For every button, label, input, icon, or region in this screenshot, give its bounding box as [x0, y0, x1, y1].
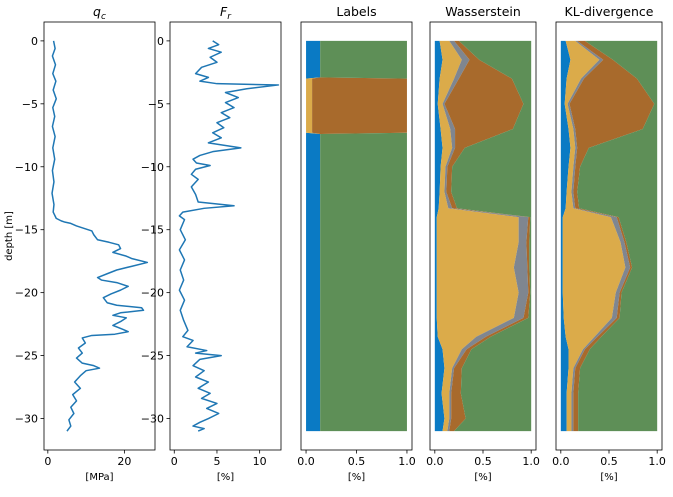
stack-band-brown: [444, 40, 531, 432]
x-axis-label: [%]: [474, 472, 491, 483]
stack-band-gold: [562, 40, 626, 432]
y-tick-label: −5: [148, 98, 164, 111]
stack-band-green: [320, 40, 407, 432]
y-tick-label: −30: [15, 413, 38, 426]
stack-band-brown: [569, 40, 655, 432]
stack-band-blue: [560, 40, 571, 432]
x-tick-label: 10: [253, 455, 267, 468]
panel-0: 0 20 0 −5 −10 −15 −20 −25 −30 qc [MPa] depth [m]: [4, 4, 156, 483]
plot-area: [306, 40, 407, 432]
x-tick-label: 0.5: [600, 455, 618, 468]
panel-2: 0.0 0.5 1.0 Labels [%]: [297, 4, 415, 483]
y-tick-label: −20: [15, 287, 38, 300]
stack-band-gold: [436, 40, 519, 432]
stack-band-blue: [434, 40, 445, 432]
x-tick-label: 0.0: [297, 455, 315, 468]
x-tick-label: 5: [213, 455, 220, 468]
stack-band-gold: [306, 40, 321, 432]
plot-area: [560, 40, 658, 432]
x-tick-label: 0.0: [552, 455, 570, 468]
plot-area: [178, 40, 280, 432]
x-axis-label: [MPa]: [85, 472, 113, 483]
panel-title: qc: [93, 4, 106, 22]
panel-title: Fr: [220, 4, 232, 22]
y-tick-label: −10: [141, 161, 164, 174]
x-tick-label: 0.5: [348, 455, 366, 468]
y-tick-label: −15: [15, 224, 38, 237]
y-tick-label: 0: [157, 35, 164, 48]
stack-band-green: [577, 40, 658, 432]
x-tick-label: 1.0: [398, 455, 416, 468]
axes-frame: [169, 21, 282, 451]
stack-band-blue: [306, 40, 321, 432]
panel-title: Wasserstein: [445, 4, 521, 19]
stack-band-brown: [312, 40, 407, 432]
x-tick-label: 0: [44, 455, 51, 468]
y-tick-label: −30: [141, 413, 164, 426]
y-axis-label: depth [m]: [4, 211, 15, 261]
y-tick-label: −15: [141, 224, 164, 237]
series-line-0: [51, 40, 149, 432]
panel-title: KL-divergence: [565, 4, 654, 19]
y-tick-label: −10: [15, 161, 38, 174]
y-tick-label: −25: [141, 350, 164, 363]
y-tick-label: −20: [141, 287, 164, 300]
plot-area: [51, 40, 149, 432]
y-tick-label: 0: [31, 35, 38, 48]
y-tick-label: −25: [15, 350, 38, 363]
stack-band-green: [451, 40, 532, 432]
x-axis-label: [%]: [600, 472, 617, 483]
x-tick-label: 0: [171, 455, 178, 468]
x-tick-label: 0.5: [474, 455, 492, 468]
plot-area: [434, 40, 532, 432]
stack-band-gray: [442, 40, 529, 432]
panel-1: 0 5 10 0 −5 −10 −15 −20 −25 −30 Fr [%]: [141, 4, 282, 483]
series-line-0: [178, 40, 280, 432]
x-axis-label: [%]: [217, 472, 234, 483]
x-tick-label: 1.0: [522, 455, 540, 468]
panel-3: 0.0 0.5 1.0 Wasserstein [%]: [426, 4, 540, 483]
panel-title: Labels: [336, 4, 376, 19]
x-tick-label: 20: [117, 455, 131, 468]
x-axis-label: [%]: [348, 472, 365, 483]
panel-4: 0.0 0.5 1.0 KL-divergence [%]: [552, 4, 666, 483]
axes-frame: [43, 21, 156, 451]
x-tick-label: 0.0: [426, 455, 444, 468]
x-tick-label: 1.0: [648, 455, 666, 468]
y-tick-label: −5: [22, 98, 38, 111]
